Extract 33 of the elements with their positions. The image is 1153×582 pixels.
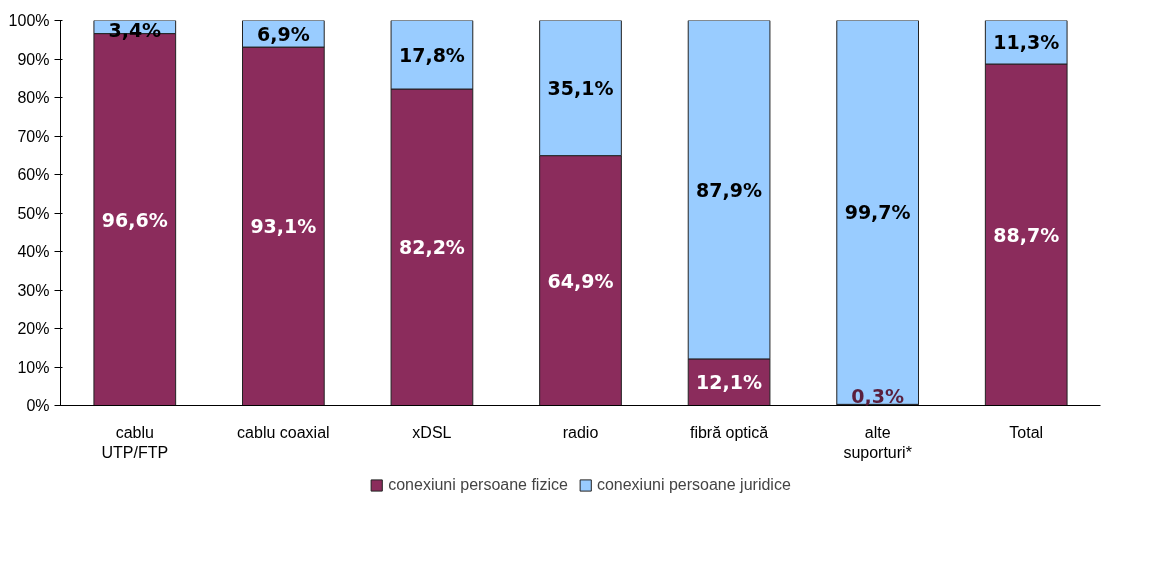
y-tick-label: 50% [17, 204, 50, 222]
x-tick-label: alte suporturi* [843, 423, 912, 461]
legend-label: conexiuni persoane juridice [596, 476, 791, 494]
y-tick-label: 80% [17, 89, 50, 106]
x-tick-label: cablu coaxial [237, 423, 330, 441]
y-tick-label: 30% [17, 281, 50, 299]
y-tick-label: 60% [17, 166, 50, 183]
data-label: 64,9% [547, 269, 614, 292]
y-tick-label: 10% [17, 358, 50, 376]
x-tick-label: xDSL [412, 423, 452, 441]
y-tick-label: 0% [26, 397, 50, 414]
data-label: 17,8% [398, 43, 465, 66]
y-tick-label: 100% [8, 12, 50, 29]
data-label: 35,1% [547, 77, 614, 100]
x-tick-label: radio [562, 423, 599, 441]
legend-label: conexiuni persoane fizice [388, 476, 568, 494]
x-tick-label: Total [1009, 423, 1044, 441]
y-tick-label: 70% [17, 127, 50, 145]
x-tick-label: cablu UTP/FTP [101, 423, 169, 461]
data-label: 82,2% [398, 236, 465, 259]
data-label: 6,9% [257, 22, 310, 45]
data-label: 96,6% [101, 208, 168, 231]
data-label: 93,1% [250, 215, 317, 238]
y-tick-label: 20% [17, 320, 50, 337]
data-label: 99,7% [844, 201, 911, 224]
data-label: 88,7% [993, 223, 1060, 246]
y-tick-label: 90% [17, 50, 50, 68]
x-tick-label: fibră optică [689, 423, 769, 441]
data-label: 12,1% [696, 371, 763, 394]
y-tick-label: 40% [17, 243, 50, 260]
data-label: 87,9% [696, 178, 763, 201]
data-label: 11,3% [993, 31, 1060, 54]
data-label: 0,3% [851, 384, 904, 407]
